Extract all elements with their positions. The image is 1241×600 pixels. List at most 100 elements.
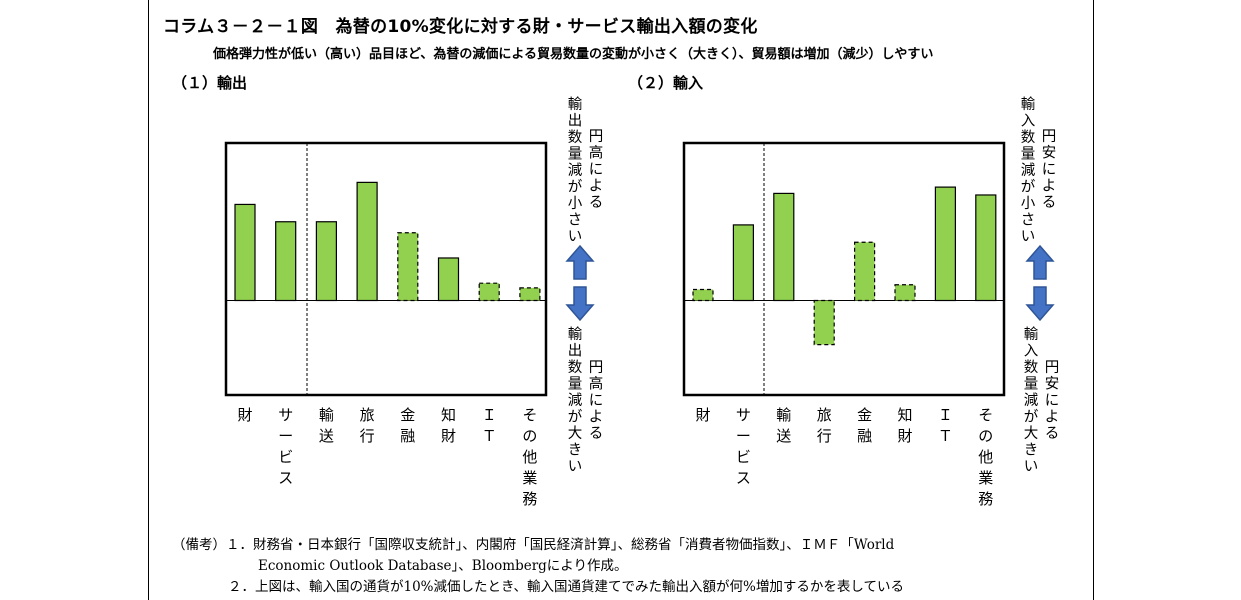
panel-label-export: （１）輸出 (172, 74, 248, 92)
export-annotation-upper-outer-char: さ (568, 212, 583, 229)
import-category-label-char: 知 (897, 406, 912, 424)
import-category-label-char: Ｔ (938, 427, 953, 445)
export-annotation-upper-outer-char: が (568, 179, 583, 196)
export-category-label: 旅行 (360, 406, 375, 445)
export-category-label: 輸送 (319, 406, 334, 445)
export-category-label-char: 務 (522, 490, 537, 508)
export-category-label-char: ス (278, 469, 293, 487)
export-annotation-lower-outer-char: が (568, 409, 583, 426)
import-category-label-char: 行 (817, 427, 832, 445)
import-category-label-char: Ｉ (938, 406, 953, 424)
import-annotation-lower-inner-char: 安 (1045, 376, 1060, 393)
footnote-line-2: Economic Outlook Database」、Bloombergにより作… (258, 558, 628, 574)
export-annotation-lower-outer-char: 量 (568, 377, 583, 393)
import-category-label-char: 金 (857, 406, 872, 424)
export-annotation-upper-inner-char: る (589, 195, 604, 211)
figure-subtitle: 価格弾力性が低い（高い）品目ほど、為替の減価による貿易数量の変動が小さく（大きく… (213, 47, 934, 62)
import-annotation-upper-inner-char: 安 (1042, 145, 1057, 162)
export-annotation-upper-inner-char: に (589, 162, 604, 178)
export-bar (478, 282, 500, 302)
export-category-label: 財 (237, 406, 252, 424)
figure-frame (148, 0, 1094, 600)
import-annotation-lower-outer-char: が (1024, 409, 1039, 426)
export-category-label-char: 旅 (360, 406, 375, 424)
export-bar (234, 203, 256, 302)
import-category-label: 旅行 (817, 406, 832, 445)
footnote-line-3: ２．上図は、輸入国の通貨が10%減価したとき、輸入国通貨建てでみた輸出入額が何%… (228, 579, 904, 595)
export-category-label-char: ビ (278, 448, 293, 466)
export-annotation-lower-inner-char: 円 (589, 360, 604, 376)
import-category-label: ＩＴ (938, 406, 953, 445)
import-annotation-upper-outer-char: 数 (1021, 129, 1036, 146)
import-annotation-lower-inner-char: に (1045, 393, 1060, 409)
import-category-label: 輸送 (776, 406, 791, 445)
import-annotation-lower-inner-char: 円 (1045, 360, 1060, 376)
import-annotation-upper-inner-char: 円 (1042, 129, 1057, 145)
export-category-label-char: Ｉ (482, 406, 497, 424)
export-category-label: 知財 (441, 406, 456, 445)
export-category-label-char: の (522, 427, 537, 445)
export-down-arrow-icon (565, 286, 595, 322)
export-bar (315, 221, 337, 302)
export-plot-frame (224, 141, 548, 397)
export-annotation-lower-outer-char: 数 (568, 359, 583, 376)
export-annotation-lower-inner-char: る (589, 426, 604, 442)
export-bar (356, 181, 378, 302)
export-annotation-lower-inner-char: に (589, 393, 604, 409)
export-category-label-char: 財 (237, 406, 252, 424)
export-category-label-char: 他 (522, 448, 537, 466)
import-annotation-upper-outer-char: 小 (1021, 195, 1036, 212)
export-annotation-lower-outer-char: 出 (568, 343, 583, 360)
export-category-label-char: 行 (360, 427, 375, 445)
import-annotation-upper-outer-char: 減 (1021, 162, 1036, 179)
export-annotation-upper-inner-char: 高 (589, 145, 604, 162)
import-annotation-lower-inner-char: よ (1045, 410, 1060, 426)
import-annotation-lower-outer-char: 大 (1024, 425, 1039, 442)
import-annotation-upper-outer-char: 入 (1021, 114, 1036, 130)
import-annotation-lower-outer-char: 入 (1024, 344, 1039, 360)
export-annotation-upper-inner-char: よ (589, 179, 604, 195)
import-category-label-char: 送 (776, 427, 791, 445)
export-bar (397, 232, 419, 302)
import-plot-frame (682, 141, 1006, 397)
export-annotation-upper-inner-char: 円 (589, 129, 604, 145)
export-annotation-upper-outer-char: 数 (568, 129, 583, 146)
import-bar (692, 288, 714, 302)
import-category-label-char: 融 (857, 427, 872, 445)
footnote-line-1: （備考）１．財務省・日本銀行「国際収支統計」、内閣府「国民経済計算」、総務省「消… (172, 537, 895, 553)
import-category-label-char: 財 (897, 427, 912, 445)
import-annotation-upper-inner-char: よ (1042, 179, 1057, 195)
export-annotation-upper-outer-char: い (568, 229, 583, 245)
import-category-label-char: 旅 (817, 406, 832, 424)
export-category-label-char: 輸 (319, 406, 334, 424)
import-bar (773, 192, 795, 302)
import-category-label-char: ス (736, 469, 751, 487)
import-category-label-char: そ (978, 406, 993, 424)
export-category-label-char: 融 (400, 427, 415, 445)
import-category-label: 金融 (857, 406, 872, 445)
import-category-label-char: 財 (695, 406, 710, 424)
import-annotation-upper-inner-char: る (1042, 195, 1057, 211)
export-annotation-lower-outer-char: 大 (568, 425, 583, 442)
import-annotation-upper-outer-char: 量 (1021, 147, 1036, 163)
import-category-label-char: ー (736, 427, 751, 445)
export-up-arrow-icon (565, 244, 595, 280)
import-category-label-char: 業 (978, 469, 993, 487)
import-bar (853, 241, 876, 302)
import-bar (894, 284, 916, 302)
panel-label-import: （２）輸入 (628, 74, 704, 92)
import-bar (975, 194, 997, 302)
export-annotation-lower-inner-char: 高 (589, 376, 604, 393)
import-up-arrow-icon (1025, 244, 1055, 280)
import-annotation-lower-outer-char: 減 (1024, 392, 1039, 409)
import-down-arrow-icon (1025, 286, 1055, 322)
import-category-label: サービス (736, 406, 751, 487)
